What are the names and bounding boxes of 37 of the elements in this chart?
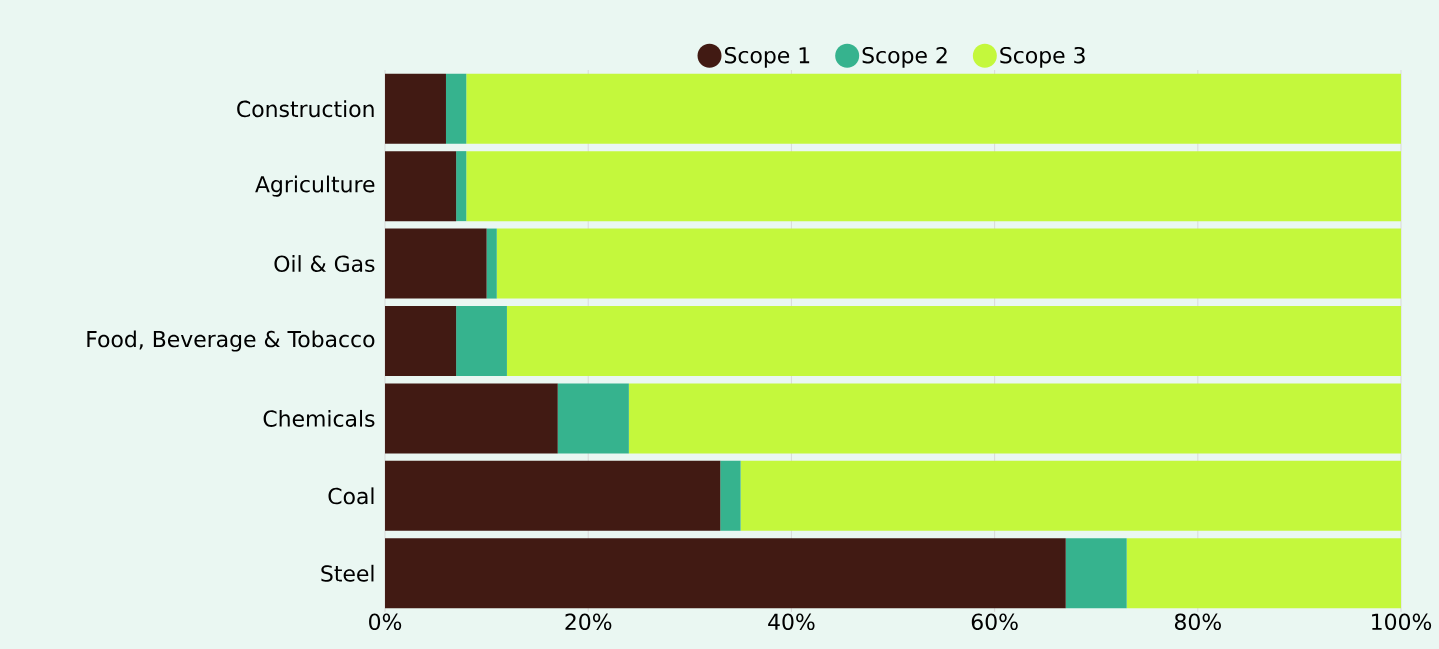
legend-label: Scope 2 <box>862 46 947 68</box>
x-tick-label: 100% <box>1372 613 1432 631</box>
y-tick-label: Construction <box>237 100 374 118</box>
bar <box>385 73 446 144</box>
x-tick-label: 0% <box>369 613 402 631</box>
bar <box>1065 538 1127 609</box>
y-tick-label: Chemicals <box>263 409 375 427</box>
legend-label: Scope 3 <box>1000 46 1085 68</box>
bar <box>466 73 1402 144</box>
y-tick-label: Steel <box>321 564 374 582</box>
x-tick-label: 80% <box>1174 613 1221 631</box>
bar <box>486 228 497 299</box>
bar <box>720 460 741 531</box>
bar <box>466 151 1402 222</box>
bar <box>385 383 558 454</box>
bar <box>1126 538 1402 609</box>
bar <box>557 383 629 454</box>
bar <box>628 383 1402 454</box>
y-tick-label: Agriculture <box>255 175 375 197</box>
y-tick-label: Oil & Gas <box>274 255 375 273</box>
bar <box>496 228 1402 299</box>
bar <box>506 305 1402 376</box>
y-tick-label: Coal <box>328 487 374 505</box>
bar <box>385 305 457 376</box>
bar <box>385 460 721 531</box>
y-tick-label: Food, Beverage & Tobacco <box>87 330 375 352</box>
legend-label: Scope 1 <box>724 46 810 68</box>
bar <box>456 305 507 376</box>
x-tick-label: 60% <box>971 613 1018 631</box>
x-tick-label: 20% <box>565 613 612 631</box>
bar <box>740 460 1402 531</box>
bar <box>385 538 1066 609</box>
bar <box>385 228 487 299</box>
bar <box>445 73 467 144</box>
bar <box>456 151 467 222</box>
x-tick-label: 40% <box>768 613 815 631</box>
bar <box>385 151 457 222</box>
